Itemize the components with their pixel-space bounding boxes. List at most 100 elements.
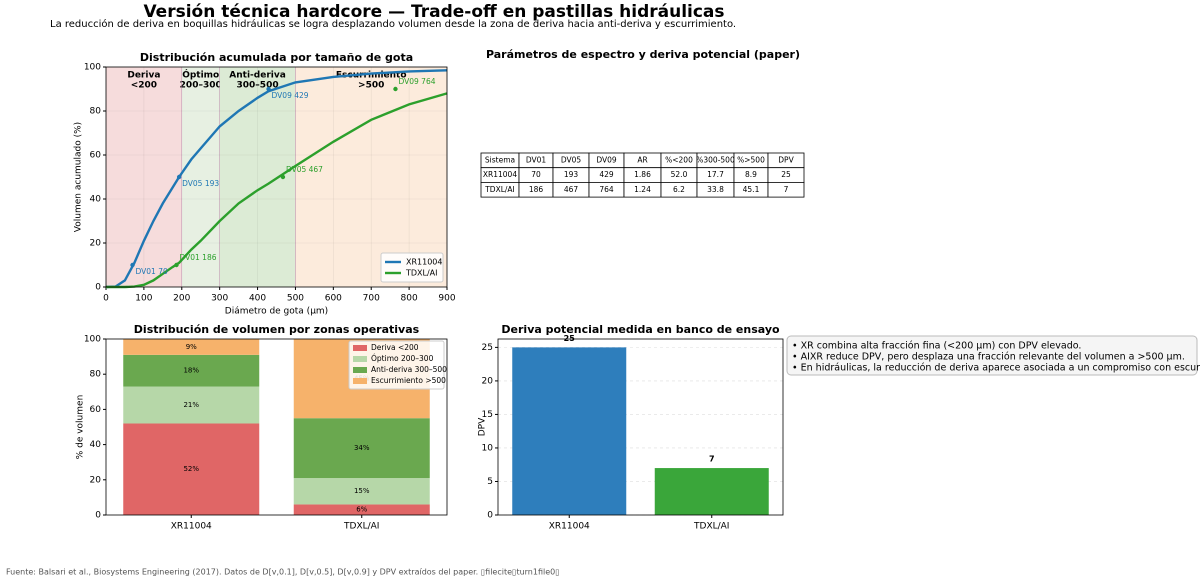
- table-cell-text: DPV: [778, 155, 794, 164]
- table-cell-text: DV09: [596, 155, 617, 164]
- y-tick-label: 20: [90, 239, 102, 249]
- chart-title: Deriva potencial medida en banco de ensa…: [501, 323, 780, 336]
- x-tick-label: TDXL/AI: [693, 522, 729, 532]
- zone-label: 300–500: [237, 81, 279, 91]
- table-cell-text: 25: [781, 170, 791, 179]
- value-label: 7: [709, 455, 715, 464]
- chart-title: Distribución acumulada por tamaño de got…: [140, 51, 413, 64]
- y-tick-label: 100: [84, 63, 101, 73]
- bar-segment: [123, 339, 260, 355]
- x-tick-label: 200: [173, 294, 190, 304]
- x-tick-label: XR11004: [171, 522, 212, 532]
- bar-segment: [123, 423, 260, 515]
- x-tick-label: TDXL/AI: [343, 522, 379, 532]
- table-cell-text: DV01: [526, 155, 547, 164]
- legend-label: TDXL/AI: [405, 269, 438, 278]
- value-label: 21%: [183, 401, 199, 409]
- value-label: 25: [564, 334, 576, 343]
- table-cell-text: Sistema: [485, 155, 515, 164]
- y-tick-label: 0: [95, 283, 101, 293]
- y-tick-label: 80: [90, 107, 102, 117]
- legend-box: [348, 340, 445, 390]
- table-cell-text: XR11004: [483, 170, 517, 179]
- zone: [181, 67, 220, 287]
- value-label: 34%: [354, 444, 370, 452]
- x-tick-label: 500: [287, 294, 304, 304]
- table-cell-text: 186: [529, 185, 544, 194]
- bar-segment: [123, 354, 260, 387]
- figure-subtitle: La reducción de deriva en boquillas hidr…: [50, 18, 736, 30]
- zone-label: 200–300: [180, 81, 222, 91]
- bar: [654, 468, 769, 515]
- table-cell-text: 7: [784, 185, 789, 194]
- y-axis-label: % de volumen: [76, 395, 86, 460]
- note-line: • XR combina alta fracción fina (<200 µm…: [792, 341, 1081, 352]
- note-line: • AIXR reduce DPV, pero desplaza una fra…: [792, 352, 1185, 363]
- y-tick-label: 0: [95, 511, 101, 521]
- value-label: 6%: [356, 506, 367, 514]
- y-tick-label: 20: [482, 376, 494, 386]
- zone-label: Deriva: [127, 71, 160, 81]
- zone-label: Óptimo: [182, 69, 219, 81]
- y-tick-label: 0: [487, 511, 493, 521]
- legend-label: Deriva <200: [371, 343, 419, 352]
- marker-point: [130, 262, 135, 268]
- table-cell-text: 6.2: [673, 185, 685, 194]
- x-tick-label: XR11004: [549, 522, 590, 532]
- legend-label: XR11004: [406, 258, 443, 267]
- line-series: [105, 69, 448, 289]
- zone-label: Anti-deriva: [229, 71, 286, 81]
- legend-label: Escurrimiento >500: [371, 376, 446, 385]
- zone-label: <200: [131, 81, 157, 91]
- marker-point: [280, 174, 286, 180]
- legend-swatch: [353, 378, 367, 384]
- x-tick-label: 900: [438, 294, 455, 304]
- y-tick-label: 5: [487, 477, 493, 487]
- x-tick-label: 100: [135, 294, 152, 304]
- marker-label: DV09 764: [398, 77, 435, 86]
- y-tick-label: 100: [84, 335, 101, 345]
- bar: [512, 347, 627, 515]
- chart-title: Distribución de volumen por zonas operat…: [134, 323, 420, 336]
- value-label: 18%: [183, 367, 199, 375]
- x-axis-label: Diámetro de gota (µm): [225, 307, 328, 317]
- bar-segment: [293, 504, 430, 515]
- table-cell-text: AR: [637, 155, 647, 164]
- legend-label: Anti-deriva 300–500: [371, 365, 447, 374]
- table-cell-text: %300-500: [696, 155, 735, 164]
- zone-label: Escurrimiento: [336, 71, 407, 81]
- y-tick-label: 15: [482, 410, 493, 420]
- value-label: 9%: [186, 343, 197, 351]
- x-tick-label: 700: [363, 294, 380, 304]
- x-tick-label: 300: [211, 294, 228, 304]
- value-label: 52%: [183, 465, 199, 473]
- legend-swatch: [353, 367, 367, 373]
- y-tick-label: 25: [482, 343, 493, 353]
- legend-box: [380, 252, 444, 283]
- x-tick-label: 800: [401, 294, 418, 304]
- marker-point: [266, 86, 271, 92]
- table-cell: [767, 181, 805, 198]
- table-cell-text: 8.9: [745, 170, 757, 179]
- footer: Fuente: Balsari et al., Biosystems Engin…: [6, 568, 560, 577]
- y-tick-label: 80: [90, 370, 102, 380]
- marker-label: DV09 429: [272, 91, 309, 100]
- value-label: 15%: [354, 487, 370, 495]
- table-cell-text: 429: [599, 170, 614, 179]
- table-cell-text: 52.0: [671, 170, 688, 179]
- table-title: Parámetros de espectro y deriva potencia…: [486, 48, 800, 61]
- table-cell-text: 193: [564, 170, 579, 179]
- table-cell-text: 70: [531, 170, 541, 179]
- zone: [106, 67, 182, 287]
- table-cell-text: 45.1: [743, 185, 760, 194]
- table-cell-text: 1.86: [634, 170, 651, 179]
- table-cell-text: 33.8: [707, 185, 724, 194]
- legend-swatch: [353, 356, 367, 362]
- y-tick-label: 10: [482, 443, 494, 453]
- marker-point: [174, 262, 179, 268]
- y-axis-label: DPV: [478, 417, 488, 436]
- axes-frame: [497, 338, 784, 516]
- marker-point: [176, 174, 182, 180]
- marker-point: [393, 86, 398, 92]
- bar-segment: [293, 478, 430, 505]
